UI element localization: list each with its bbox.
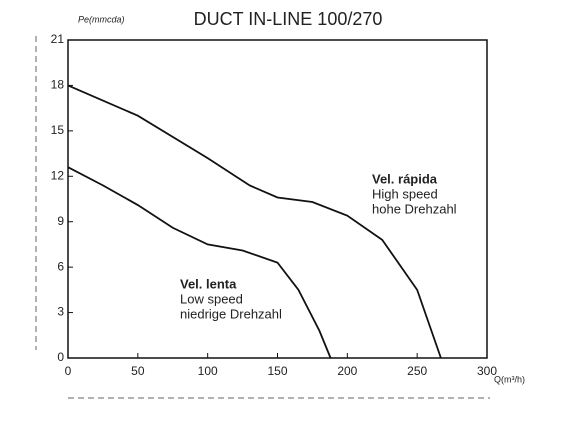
x-tick-label: 250 <box>407 364 427 378</box>
y-tick-label: 12 <box>51 168 65 182</box>
x-tick-label: 300 <box>477 364 497 378</box>
curve-label: Low speed <box>180 291 243 306</box>
curve-label: hohe Drehzahl <box>372 201 457 216</box>
x-axis-label: Q(m³/h) <box>494 374 525 384</box>
curve-label: Vel. lenta <box>180 276 237 291</box>
y-tick-label: 18 <box>51 78 65 92</box>
scan-ruler <box>35 36 490 399</box>
y-tick-label: 9 <box>57 214 64 228</box>
x-tick-label: 150 <box>267 364 287 378</box>
curve-label: High speed <box>372 186 438 201</box>
x-tick-label: 200 <box>337 364 357 378</box>
y-tick-label: 15 <box>51 123 65 137</box>
y-axis-label: Pe(mmcda) <box>78 14 125 24</box>
curve <box>67 84 442 359</box>
x-tick-label: 50 <box>131 364 145 378</box>
y-tick-label: 21 <box>51 32 65 46</box>
y-tick-label: 6 <box>57 259 64 273</box>
curve-label: Vel. rápida <box>372 171 438 186</box>
y-tick-label: 3 <box>57 305 64 319</box>
curve-label: niedrige Drehzahl <box>180 306 282 321</box>
curve <box>67 166 332 359</box>
y-tick-label: 0 <box>57 350 64 364</box>
chart-title: DUCT IN-LINE 100/270 <box>194 9 383 29</box>
x-tick-label: 0 <box>65 364 72 378</box>
x-tick-label: 100 <box>198 364 218 378</box>
